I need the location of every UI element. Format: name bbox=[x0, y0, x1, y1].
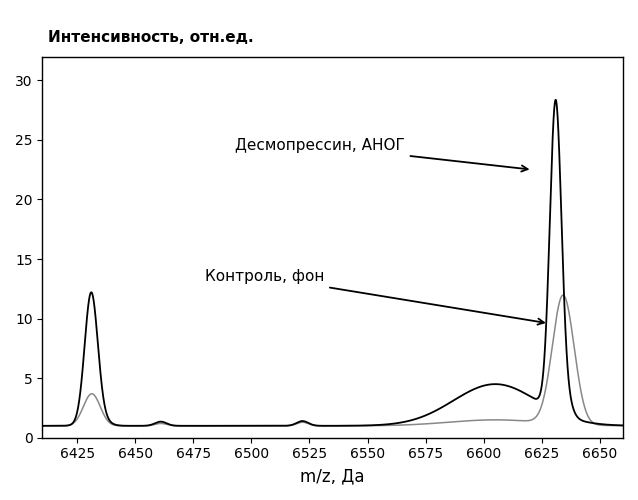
X-axis label: m/z, Да: m/z, Да bbox=[300, 467, 365, 485]
Text: Контроль, фон: Контроль, фон bbox=[205, 270, 544, 324]
Text: Интенсивность, отн.ед.: Интенсивность, отн.ед. bbox=[48, 30, 254, 45]
Text: Десмопрессин, АНОГ: Десмопрессин, АНОГ bbox=[235, 138, 528, 172]
